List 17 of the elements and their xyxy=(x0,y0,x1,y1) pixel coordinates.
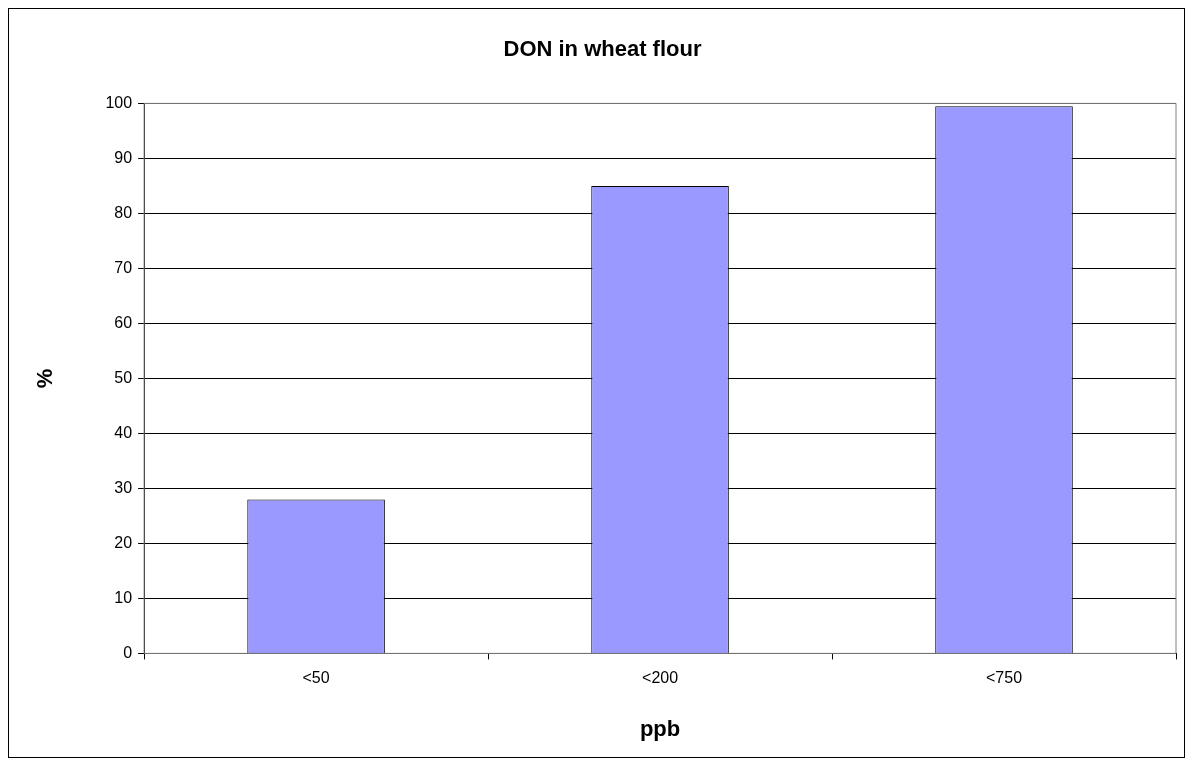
y-tick-label: 20 xyxy=(114,533,133,551)
x-tick-label: <750 xyxy=(985,669,1023,687)
x-axis-title: ppb xyxy=(639,715,681,741)
y-tick-label: 60 xyxy=(114,313,133,331)
y-axis-title: % xyxy=(32,368,58,389)
y-tick-label: 40 xyxy=(114,423,133,441)
x-tick-label: <200 xyxy=(642,669,679,687)
y-tick-label: 0 xyxy=(123,643,133,661)
y-tick-label: 100 xyxy=(105,93,133,111)
y-tick-label: 90 xyxy=(114,148,133,166)
y-tick-label: 70 xyxy=(114,258,133,276)
y-tick-label: 30 xyxy=(114,478,133,496)
y-tick-label: 80 xyxy=(114,203,133,221)
y-tick-label: 50 xyxy=(114,368,133,386)
chart-title: DON in wheat flour xyxy=(503,36,702,62)
y-tick-label: 10 xyxy=(114,588,133,606)
x-tick-label: <50 xyxy=(302,669,330,687)
